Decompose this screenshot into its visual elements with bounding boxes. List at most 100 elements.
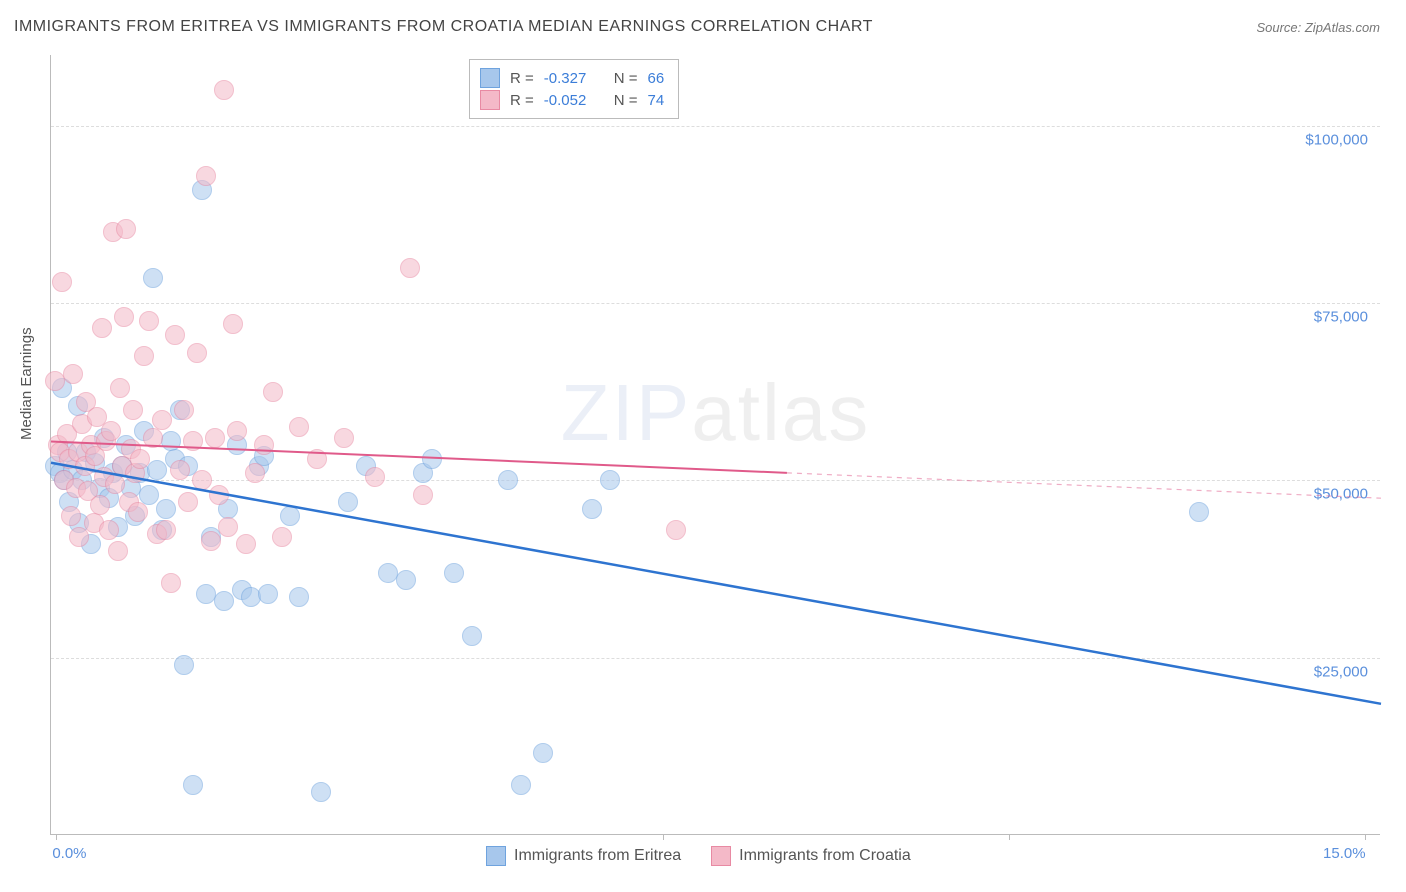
point-croatia xyxy=(170,460,190,480)
x-tick-minor xyxy=(663,834,664,840)
point-croatia xyxy=(178,492,198,512)
x-tick xyxy=(56,834,57,840)
point-croatia xyxy=(174,400,194,420)
gridline xyxy=(51,126,1380,127)
point-eritrea xyxy=(511,775,531,795)
point-eritrea xyxy=(338,492,358,512)
point-croatia xyxy=(227,421,247,441)
point-croatia xyxy=(307,449,327,469)
point-croatia xyxy=(413,485,433,505)
x-tick-label: 0.0% xyxy=(52,845,86,862)
y-tick-label: $75,000 xyxy=(1314,309,1368,326)
point-eritrea xyxy=(241,587,261,607)
point-eritrea xyxy=(289,587,309,607)
point-croatia xyxy=(128,502,148,522)
bottom-legend: Immigrants from Eritrea Immigrants from C… xyxy=(486,846,911,866)
y-tick-label: $25,000 xyxy=(1314,663,1368,680)
point-eritrea xyxy=(214,591,234,611)
point-croatia xyxy=(183,431,203,451)
legend-item: Immigrants from Croatia xyxy=(711,846,911,866)
stat-n-value: 66 xyxy=(648,70,665,87)
gridline xyxy=(51,658,1380,659)
point-croatia xyxy=(156,520,176,540)
y-tick-label: $100,000 xyxy=(1305,131,1368,148)
point-croatia xyxy=(201,531,221,551)
plot-area: ZIPatlas $25,000 $50,000 $75,000 $100,000 R… xyxy=(50,55,1380,835)
point-croatia xyxy=(123,400,143,420)
point-eritrea xyxy=(174,655,194,675)
point-croatia xyxy=(130,449,150,469)
legend-swatch xyxy=(480,68,500,88)
stat-n-label: N = xyxy=(614,92,638,109)
stat-r-label: R = xyxy=(510,70,534,87)
point-eritrea xyxy=(498,470,518,490)
point-croatia xyxy=(99,520,119,540)
point-eritrea xyxy=(444,563,464,583)
point-croatia xyxy=(205,428,225,448)
point-croatia xyxy=(165,325,185,345)
stat-n-value: 74 xyxy=(648,92,665,109)
stat-r-value: -0.327 xyxy=(544,70,604,87)
x-tick-minor xyxy=(1009,834,1010,840)
point-eritrea xyxy=(311,782,331,802)
point-croatia xyxy=(334,428,354,448)
point-croatia xyxy=(139,311,159,331)
watermark: ZIPatlas xyxy=(561,367,870,459)
x-tick-label: 15.0% xyxy=(1323,845,1366,862)
legend-swatch xyxy=(480,90,500,110)
point-croatia xyxy=(161,573,181,593)
point-croatia xyxy=(187,343,207,363)
point-croatia xyxy=(666,520,686,540)
point-eritrea xyxy=(183,775,203,795)
point-croatia xyxy=(101,421,121,441)
point-croatia xyxy=(61,506,81,526)
point-croatia xyxy=(116,219,136,239)
trend-lines xyxy=(51,55,1380,834)
stat-r-value: -0.052 xyxy=(544,92,604,109)
point-croatia xyxy=(400,258,420,278)
point-croatia xyxy=(245,463,265,483)
point-croatia xyxy=(114,307,134,327)
point-croatia xyxy=(223,314,243,334)
source-attribution: Source: ZipAtlas.com xyxy=(1256,20,1380,35)
legend-swatch xyxy=(486,846,506,866)
stats-legend-box: R = -0.327 N = 66 R = -0.052 N = 74 xyxy=(469,59,679,119)
trend-line xyxy=(51,463,1381,704)
point-croatia xyxy=(90,495,110,515)
point-croatia xyxy=(63,364,83,384)
stats-row: R = -0.052 N = 74 xyxy=(480,90,664,110)
point-croatia xyxy=(152,410,172,430)
point-croatia xyxy=(214,80,234,100)
point-croatia xyxy=(196,166,216,186)
point-eritrea xyxy=(143,268,163,288)
point-croatia xyxy=(52,272,72,292)
point-eritrea xyxy=(161,431,181,451)
point-eritrea xyxy=(600,470,620,490)
point-croatia xyxy=(192,470,212,490)
point-croatia xyxy=(272,527,292,547)
stats-row: R =-0.327N =66 xyxy=(480,68,664,88)
point-croatia xyxy=(365,467,385,487)
x-tick xyxy=(1365,834,1366,840)
point-croatia xyxy=(143,428,163,448)
legend-item: Immigrants from Eritrea xyxy=(486,846,681,866)
point-croatia xyxy=(209,485,229,505)
gridline xyxy=(51,303,1380,304)
legend-label: Immigrants from Croatia xyxy=(739,847,911,865)
point-eritrea xyxy=(139,485,159,505)
chart-title: IMMIGRANTS FROM ERITREA VS IMMIGRANTS FR… xyxy=(14,18,873,36)
point-eritrea xyxy=(147,460,167,480)
stat-r-label: R = xyxy=(510,92,534,109)
point-croatia xyxy=(134,346,154,366)
point-croatia xyxy=(92,318,112,338)
legend-swatch xyxy=(711,846,731,866)
point-eritrea xyxy=(422,449,442,469)
point-eritrea xyxy=(280,506,300,526)
point-croatia xyxy=(108,541,128,561)
point-eritrea xyxy=(462,626,482,646)
point-eritrea xyxy=(1189,502,1209,522)
y-tick-label: $50,000 xyxy=(1314,486,1368,503)
legend-label: Immigrants from Eritrea xyxy=(514,847,681,865)
point-eritrea xyxy=(533,743,553,763)
watermark-part2: atlas xyxy=(691,368,870,457)
